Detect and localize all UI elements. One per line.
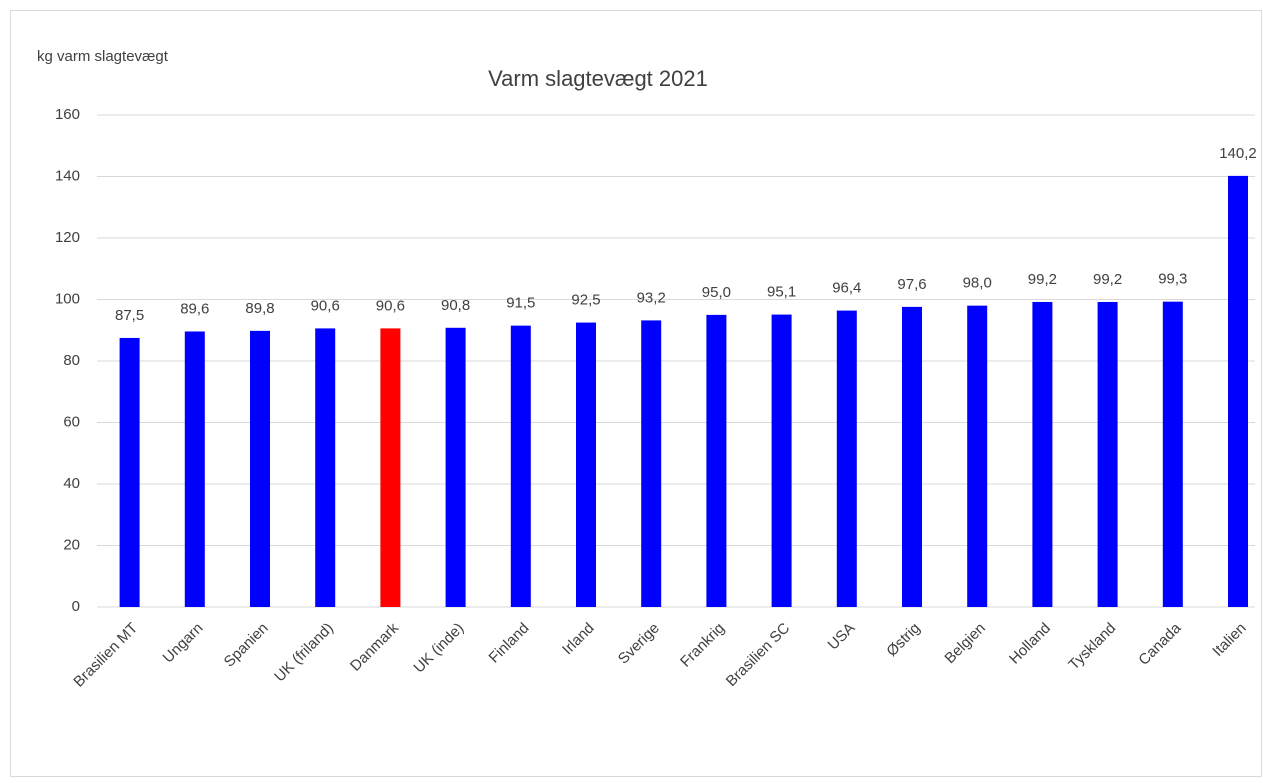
value-label: 98,0 <box>963 275 992 292</box>
value-label: 99,2 <box>1093 271 1122 288</box>
value-label: 89,6 <box>180 300 209 317</box>
bar <box>119 337 140 607</box>
value-label: 99,3 <box>1158 271 1187 288</box>
bar <box>380 328 401 607</box>
y-tick-label: 120 <box>55 229 80 246</box>
value-label: 92,5 <box>571 292 600 309</box>
bar <box>1097 301 1118 607</box>
value-label: 89,8 <box>245 300 274 317</box>
y-tick-label: 20 <box>63 536 80 553</box>
value-label: 99,2 <box>1028 271 1057 288</box>
bar <box>902 306 922 607</box>
y-tick-label: 160 <box>55 106 80 123</box>
y-tick-label: 100 <box>55 290 80 307</box>
value-label: 93,2 <box>637 289 666 306</box>
bar <box>576 322 596 607</box>
y-tick-label: 80 <box>63 352 80 369</box>
bar <box>184 331 205 607</box>
bar <box>836 310 857 607</box>
bar <box>1228 175 1248 607</box>
y-tick-label: 40 <box>63 475 80 492</box>
y-tick-label: 0 <box>72 598 80 615</box>
bar <box>1032 301 1053 607</box>
bar <box>706 314 727 607</box>
value-label: 91,5 <box>506 295 535 312</box>
bar <box>445 327 466 607</box>
bar <box>1162 301 1183 607</box>
value-label: 95,0 <box>702 284 731 301</box>
y-axis-label: kg varm slagtevægt <box>37 48 169 65</box>
bar <box>315 328 336 607</box>
y-tick-label: 60 <box>63 413 80 430</box>
bar <box>967 305 988 607</box>
value-label: 140,2 <box>1219 145 1257 162</box>
bar <box>641 320 662 607</box>
chart-title: Varm slagtevægt 2021 <box>488 66 708 91</box>
bar <box>771 314 792 607</box>
value-label: 90,8 <box>441 297 470 314</box>
value-label: 97,6 <box>897 276 926 293</box>
y-tick-label: 140 <box>55 167 80 184</box>
chart-frame <box>10 10 1262 777</box>
bar <box>510 325 531 607</box>
value-label: 95,1 <box>767 284 796 301</box>
value-label: 90,6 <box>376 297 405 314</box>
value-label: 90,6 <box>311 297 340 314</box>
value-label: 96,4 <box>832 280 861 297</box>
bar <box>250 330 270 607</box>
value-label: 87,5 <box>115 307 144 324</box>
